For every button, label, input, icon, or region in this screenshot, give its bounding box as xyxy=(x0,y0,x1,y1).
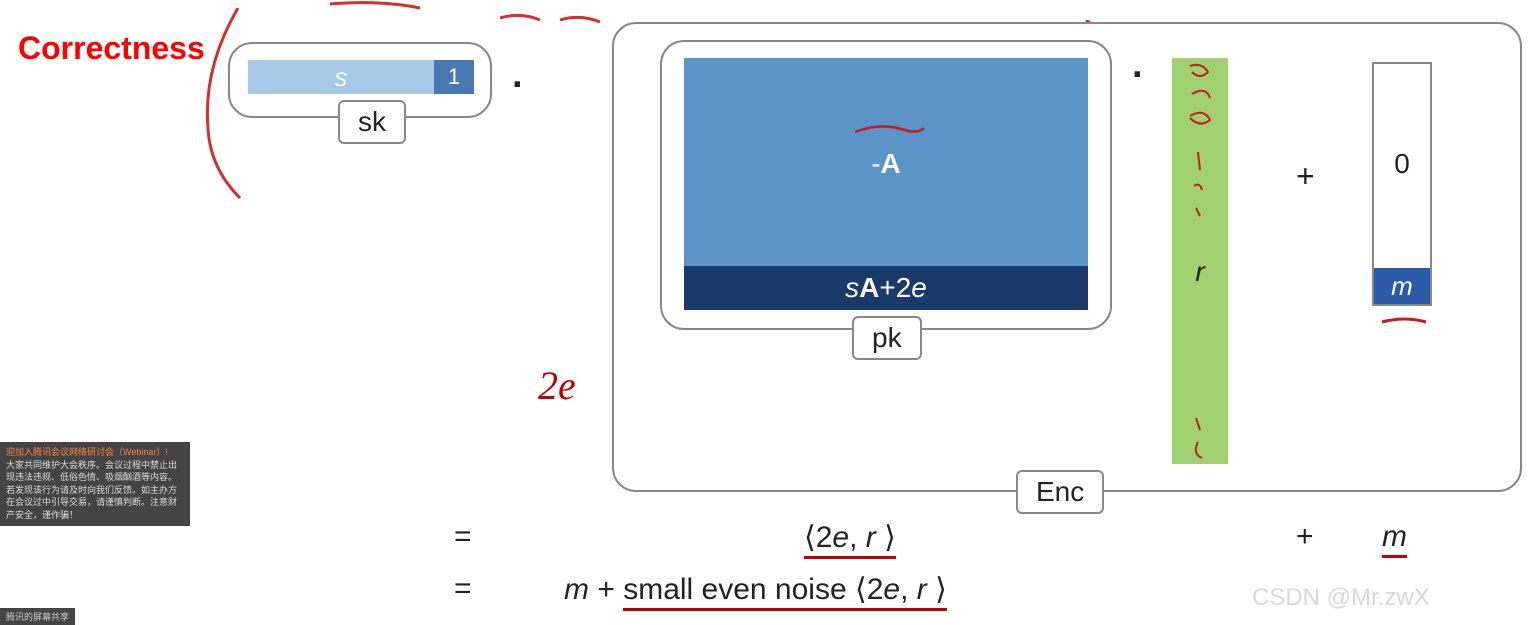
enc-label: Enc xyxy=(1016,470,1104,514)
eq1-inner-product: ⟨2e, r ⟩ xyxy=(804,520,896,555)
watermark: CSDN @Mr.zwX xyxy=(1252,584,1430,612)
sk-s-cell: s xyxy=(248,60,434,94)
pk-label: pk xyxy=(852,316,922,360)
message-zero: 0 xyxy=(1374,148,1430,180)
meeting-notice-header: 迎加入腾讯会议网络研讨会（Webinar）! xyxy=(6,446,184,459)
red-scribbles-r xyxy=(1172,58,1228,464)
title-correctness: Correctness xyxy=(18,30,205,67)
plus-operator: + xyxy=(1296,158,1315,195)
eq1-equals: = xyxy=(454,520,472,554)
eq2-body: m + small even noise ⟨2e, r ⟩ xyxy=(564,572,947,607)
dot-operator-1: · xyxy=(512,64,525,107)
sk-vector: s 1 xyxy=(248,60,474,94)
red-underline-m-box xyxy=(1378,316,1438,330)
meeting-notice-body: 大家共同维护大会秩序。会议过程中禁止出现违法违规、低俗色情、吸烟酗酒等内容。若发… xyxy=(6,459,184,522)
eq1-plus: + xyxy=(1296,520,1314,554)
pk-bottom-row: sA+2e xyxy=(684,266,1088,310)
message-vector: 0 m xyxy=(1372,62,1432,306)
meeting-notice: 迎加入腾讯会议网络研讨会（Webinar）! 大家共同维护大会秩序。会议过程中禁… xyxy=(0,442,190,526)
message-m: m xyxy=(1374,268,1430,304)
screen-share-bar: 腾讯的屏幕共享 xyxy=(0,608,75,625)
dot-operator-2: · xyxy=(1132,54,1145,97)
sk-label: sk xyxy=(338,100,406,144)
eq2-equals: = xyxy=(454,572,472,606)
red-squiggle-A xyxy=(850,120,930,140)
pk-A-matrix: -A xyxy=(684,58,1088,266)
annotation-2e: 2e xyxy=(538,362,576,409)
eq1-m: m xyxy=(1382,520,1407,554)
pk-A-text: A xyxy=(881,148,901,179)
sk-one-cell: 1 xyxy=(434,60,474,94)
